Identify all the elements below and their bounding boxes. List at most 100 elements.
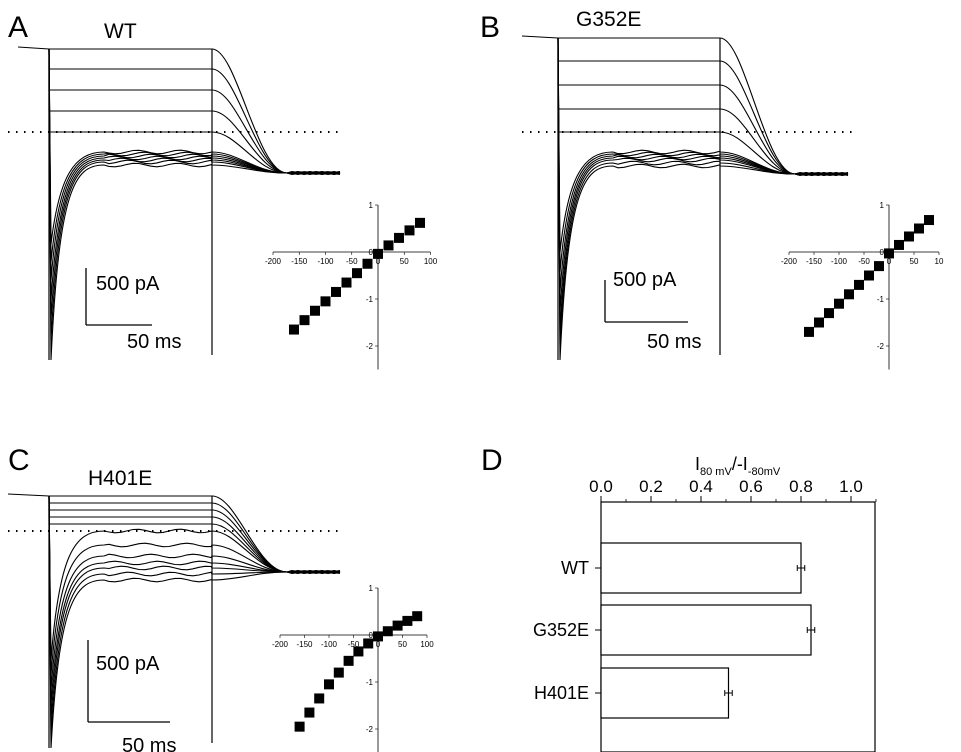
panel-c: C H401E 500 pA 50 ms -200 -150 -100 -50 0 50 1… bbox=[7, 444, 434, 752]
x-tick-label: 0.4 bbox=[689, 477, 713, 496]
iv-point bbox=[310, 305, 320, 316]
iv-point bbox=[904, 231, 914, 242]
iv-point bbox=[824, 308, 834, 319]
iv-point bbox=[415, 217, 425, 228]
iv-point bbox=[402, 615, 413, 626]
bar bbox=[600, 667, 730, 719]
x-tick-label: 100 bbox=[420, 640, 434, 649]
iv-point bbox=[864, 270, 874, 281]
bar-chart: 0.0 0.2 0.4 0.6 0.8 1.0 WT G352E H401E bbox=[533, 477, 877, 752]
panel-label: D bbox=[481, 444, 503, 477]
iv-point bbox=[304, 707, 315, 718]
iv-point bbox=[382, 626, 393, 637]
x-tick-label: -100 bbox=[831, 257, 848, 266]
x-tick-label: 1.0 bbox=[839, 477, 863, 496]
x-tick-label: 100 bbox=[424, 257, 438, 266]
current-trace bbox=[48, 495, 341, 721]
iv-point bbox=[353, 646, 364, 657]
iv-point bbox=[874, 261, 884, 272]
panel-b: B G352E 500 pA 50 ms -200 -150 -100 -50 0 50 1… bbox=[480, 8, 944, 370]
y-tick-label: -1 bbox=[366, 678, 374, 687]
y-tick-label: 1 bbox=[369, 201, 374, 210]
x-tick-label: -200 bbox=[781, 257, 798, 266]
bar bbox=[600, 542, 802, 594]
x-tick-label: 0.6 bbox=[739, 477, 763, 496]
current-trace bbox=[48, 495, 341, 661]
panel-label: C bbox=[8, 444, 30, 477]
iv-point bbox=[814, 317, 824, 328]
iv-point bbox=[289, 324, 299, 335]
iv-point bbox=[333, 667, 344, 678]
title-mid: /-I bbox=[732, 454, 748, 474]
iv-point bbox=[804, 326, 814, 337]
current-trace bbox=[48, 48, 341, 281]
current-traces bbox=[17, 46, 341, 361]
current-trace bbox=[48, 48, 341, 341]
iv-point bbox=[294, 721, 305, 732]
x-tick-label: 0.2 bbox=[639, 477, 663, 496]
y-tick-label: -2 bbox=[366, 725, 374, 734]
iv-point bbox=[341, 277, 352, 288]
iv-point bbox=[324, 679, 334, 690]
y-tick-label: 0 bbox=[369, 248, 374, 257]
x-tick-label: 10 bbox=[935, 257, 944, 266]
x-tick-label: 0 bbox=[376, 257, 381, 266]
current-trace bbox=[48, 48, 341, 263]
x-tick-label: -100 bbox=[321, 640, 338, 649]
y-tick-label: 1 bbox=[880, 201, 885, 210]
title-sub-minus80mv: -80mV bbox=[748, 466, 781, 478]
trace-title: G352E bbox=[576, 8, 641, 31]
x-tick-label: 0 bbox=[376, 640, 381, 649]
category-label: G352E bbox=[533, 620, 589, 640]
x-tick-label: 50 bbox=[910, 257, 919, 266]
bar-axis-title: I80 mV/-I-80mV bbox=[695, 454, 781, 478]
trace-title: WT bbox=[104, 20, 137, 43]
x-tick-label: 0.8 bbox=[789, 477, 813, 496]
panel-label: A bbox=[8, 11, 28, 44]
title-sub-80mv: 80 mV bbox=[700, 466, 732, 478]
bar bbox=[600, 604, 812, 656]
iv-point bbox=[363, 638, 374, 649]
x-tick-label: -100 bbox=[317, 257, 334, 266]
iv-point bbox=[362, 258, 373, 269]
holding-trace bbox=[17, 46, 50, 50]
scale-bar: 500 pA 50 ms bbox=[87, 640, 176, 752]
x-tick-label: 50 bbox=[398, 640, 407, 649]
y-tick-label: 0 bbox=[369, 631, 374, 640]
y-tick-label: -1 bbox=[877, 295, 885, 304]
holding-trace bbox=[521, 35, 559, 39]
current-trace bbox=[557, 37, 849, 346]
scale-current-label: 500 pA bbox=[96, 653, 160, 675]
x-tick-label: 0 bbox=[887, 257, 892, 266]
iv-point bbox=[924, 215, 934, 226]
x-tick-label: -50 bbox=[346, 257, 358, 266]
holding-trace bbox=[7, 493, 50, 497]
iv-point bbox=[299, 315, 310, 326]
y-tick-label: 1 bbox=[369, 584, 374, 593]
x-tick-label: -50 bbox=[348, 640, 360, 649]
iv-point bbox=[854, 279, 864, 290]
panel-a: A WT 500 pA 50 ms -200 -150 -100 -50 0 50 100 1… bbox=[8, 11, 438, 370]
scale-time-label: 50 ms bbox=[122, 735, 176, 752]
category-label: WT bbox=[561, 558, 589, 578]
iv-point bbox=[392, 620, 403, 631]
iv-point bbox=[320, 296, 331, 307]
iv-point bbox=[352, 268, 362, 279]
iv-point bbox=[834, 298, 844, 309]
current-trace bbox=[557, 37, 849, 331]
iv-point bbox=[412, 611, 423, 622]
x-tick-label: -200 bbox=[272, 640, 289, 649]
current-trace bbox=[557, 37, 849, 253]
iv-point bbox=[404, 225, 415, 236]
y-tick-label: -1 bbox=[366, 295, 374, 304]
panel-label: B bbox=[480, 11, 500, 44]
current-trace bbox=[48, 495, 341, 691]
scale-bar: 500 pA 50 ms bbox=[604, 269, 701, 353]
current-trace bbox=[48, 48, 341, 245]
current-trace bbox=[557, 37, 849, 361]
panel-d: D I80 mV/-I-80mV 0.0 0.2 0.4 0.6 0.8 1.0 WT G35… bbox=[481, 444, 877, 752]
x-tick-label: -150 bbox=[291, 257, 308, 266]
current-trace bbox=[48, 495, 341, 749]
iv-plot: -200 -150 -100 -50 0 50 100 1 0 -1 -2 bbox=[265, 201, 438, 370]
